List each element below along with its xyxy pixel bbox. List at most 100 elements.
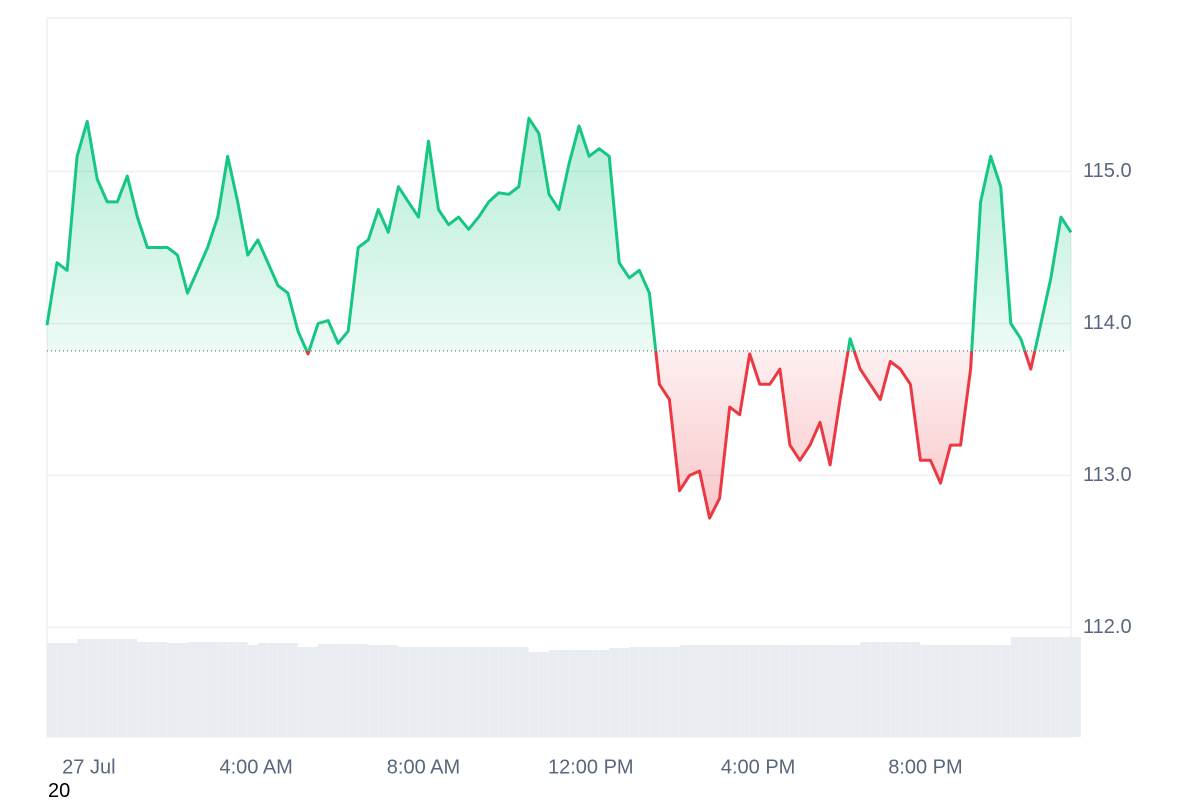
volume-bar — [87, 639, 98, 737]
volume-bar — [769, 645, 780, 737]
volume-bar — [729, 645, 740, 737]
volume-bar — [950, 645, 961, 737]
volume-bar — [599, 650, 610, 737]
volume-bar — [257, 643, 268, 737]
volume-bar — [458, 647, 469, 737]
volume-bar — [699, 645, 710, 737]
volume-bar — [107, 639, 118, 737]
volume-bar — [890, 642, 901, 737]
volume-bar — [940, 645, 951, 737]
volume-bar — [1030, 637, 1041, 737]
volume-bar — [548, 650, 559, 737]
volume-bar — [860, 642, 871, 737]
volume-bar — [348, 644, 359, 737]
volume-bar — [207, 642, 218, 737]
volume-bar — [589, 650, 600, 737]
volume-bar — [629, 647, 640, 737]
volume-bar — [1010, 637, 1021, 737]
volume-bar — [930, 645, 941, 737]
volume-bar — [910, 642, 921, 737]
volume-bar — [308, 647, 318, 737]
volume-bar — [870, 642, 881, 737]
volume-bar — [408, 647, 419, 737]
y-tick-label: 113.0 — [1083, 464, 1132, 486]
volume-bar — [820, 645, 830, 737]
volume-bar — [679, 645, 690, 737]
y-tick-label: 115.0 — [1083, 160, 1132, 182]
x-tick-label: 4:00 PM — [721, 756, 795, 778]
volume-bar — [508, 647, 519, 737]
volume-bar — [418, 647, 429, 737]
volume-bar — [579, 650, 589, 737]
volume-bar — [1020, 637, 1031, 737]
volume-bar — [518, 647, 529, 737]
x-tick-label: 8:00 AM — [387, 756, 460, 778]
volume-bar — [689, 645, 700, 737]
volume-bar — [649, 647, 660, 737]
volume-bar — [428, 647, 439, 737]
volume-bar — [960, 645, 971, 737]
volume-bar — [1040, 637, 1051, 737]
volume-bar — [709, 645, 720, 737]
volume-bar — [57, 643, 67, 737]
volume-bar — [227, 642, 238, 737]
volume-bar — [388, 645, 399, 737]
volume-bar — [789, 645, 800, 737]
volume-bar — [478, 647, 489, 737]
volume-bar — [488, 647, 499, 737]
volume-bar — [47, 643, 57, 737]
volume-bar — [980, 645, 991, 737]
volume-bar — [759, 645, 770, 737]
volume-bar — [147, 642, 158, 737]
area-fill — [47, 118, 1071, 519]
volume-bar — [328, 644, 339, 737]
volume-bar — [990, 645, 1001, 737]
price-line — [45, 116, 1073, 520]
volume-bar — [970, 645, 981, 737]
volume-bar — [719, 645, 730, 737]
volume-bar — [338, 644, 349, 737]
x-tick-label: 27 Jul — [62, 756, 115, 778]
volume-bar — [880, 642, 891, 737]
volume-bar — [1000, 645, 1011, 737]
y-tick-label: 112.0 — [1083, 616, 1132, 638]
volume-bar — [639, 647, 650, 737]
volume-bar — [267, 643, 278, 737]
volume-bar — [619, 648, 630, 737]
volume-bar — [538, 652, 549, 737]
volume-bar — [559, 650, 569, 737]
volume-bar — [127, 639, 138, 737]
volume-bar — [739, 645, 750, 737]
volume-bar — [569, 650, 579, 737]
volume-bar — [900, 642, 911, 737]
volume-bar — [830, 645, 840, 737]
volume-bar — [358, 644, 369, 737]
x-tick-label: 8:00 PM — [888, 756, 962, 778]
volume-bar — [378, 645, 389, 737]
volume-bar — [97, 639, 108, 737]
volume-bar — [528, 652, 539, 737]
volume-bar — [448, 647, 459, 737]
volume-bar — [67, 643, 77, 737]
volume-bar — [799, 645, 810, 737]
volume-bar — [287, 643, 298, 737]
volume-bar — [368, 645, 379, 737]
volume-bar — [277, 643, 288, 737]
x-tick-label: 4:00 AM — [219, 756, 292, 778]
volume-bar — [77, 639, 88, 737]
volume-bar — [609, 648, 620, 737]
volume-bar — [137, 642, 148, 737]
x-tick-label: 12:00 PM — [548, 756, 634, 778]
volume-bar — [297, 647, 308, 737]
volume-bar — [1050, 637, 1061, 737]
volume-bar — [438, 647, 449, 737]
volume-bar — [117, 639, 128, 737]
volume-bar — [217, 642, 228, 737]
volume-bar — [749, 645, 760, 737]
volume-bar — [197, 642, 208, 737]
volume-bar — [498, 647, 509, 737]
volume-bar — [468, 647, 479, 737]
volume-bar — [659, 647, 670, 737]
volume-bar — [1060, 637, 1071, 737]
